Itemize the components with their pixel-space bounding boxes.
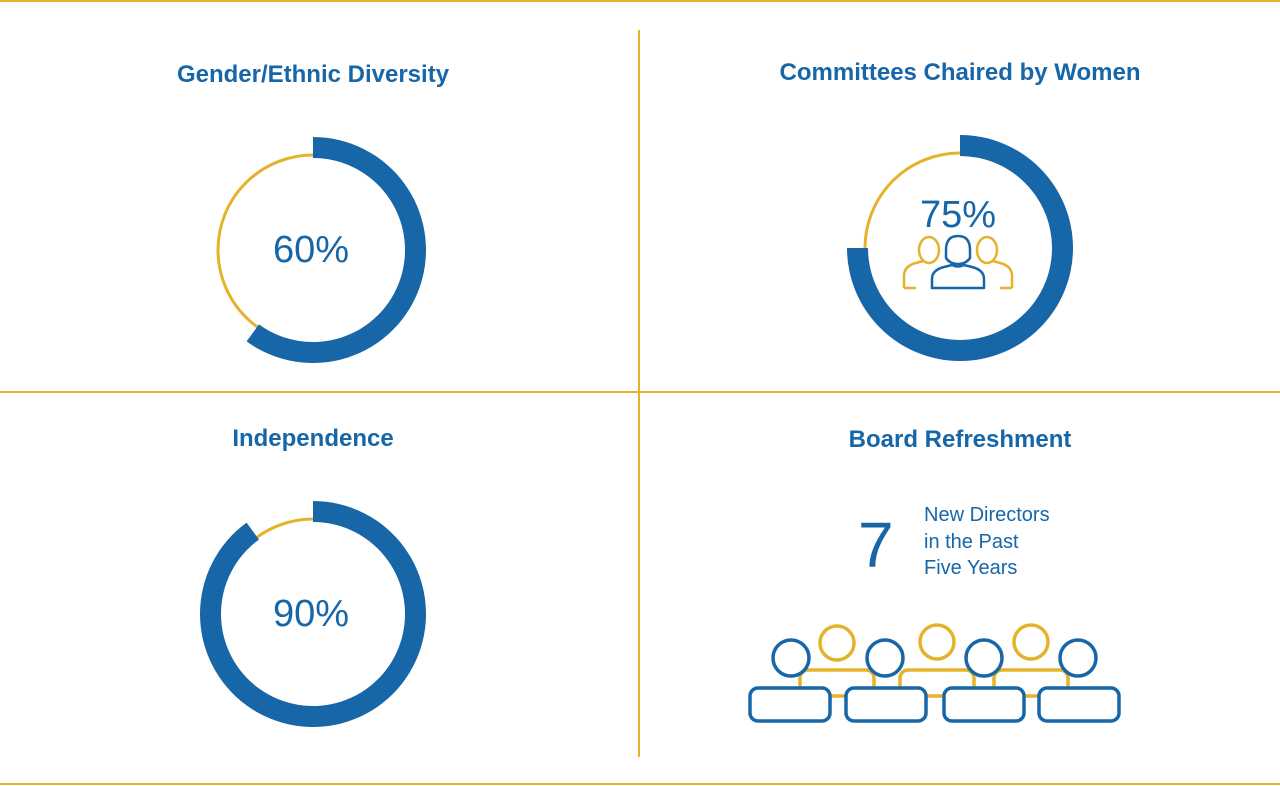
committees-title: Committees Chaired by Women	[779, 59, 1141, 86]
committees-value-arc	[847, 135, 1073, 361]
diversity-donut-chart: 60%	[216, 137, 426, 363]
committees-donut-chart: 75%	[847, 135, 1073, 361]
top-divider	[0, 0, 1280, 2]
independence-donut-chart: 90%	[200, 501, 426, 727]
new-directors-caption: New Directors in the Past Five Years	[924, 502, 1050, 582]
committees-value-label: 75%	[920, 194, 996, 236]
vertical-divider	[638, 30, 640, 757]
group-of-three-people-icon	[902, 234, 1014, 290]
caption-line-2: in the Past	[924, 530, 1019, 553]
bottom-divider	[0, 783, 1280, 785]
diversity-value-label: 60%	[273, 229, 349, 271]
diversity-value-arc	[246, 137, 426, 363]
horizontal-divider	[0, 391, 1280, 393]
caption-line-1: New Directors	[924, 504, 1050, 526]
independence-value-label: 90%	[273, 593, 349, 635]
new-directors-count: 7	[858, 509, 894, 581]
independence-title: Independence	[232, 425, 394, 452]
refreshment-title: Board Refreshment	[848, 426, 1072, 453]
caption-line-3: Five Years	[924, 557, 1018, 579]
diversity-title: Gender/Ethnic Diversity	[176, 61, 450, 88]
board-of-directors-icon	[748, 623, 1121, 723]
